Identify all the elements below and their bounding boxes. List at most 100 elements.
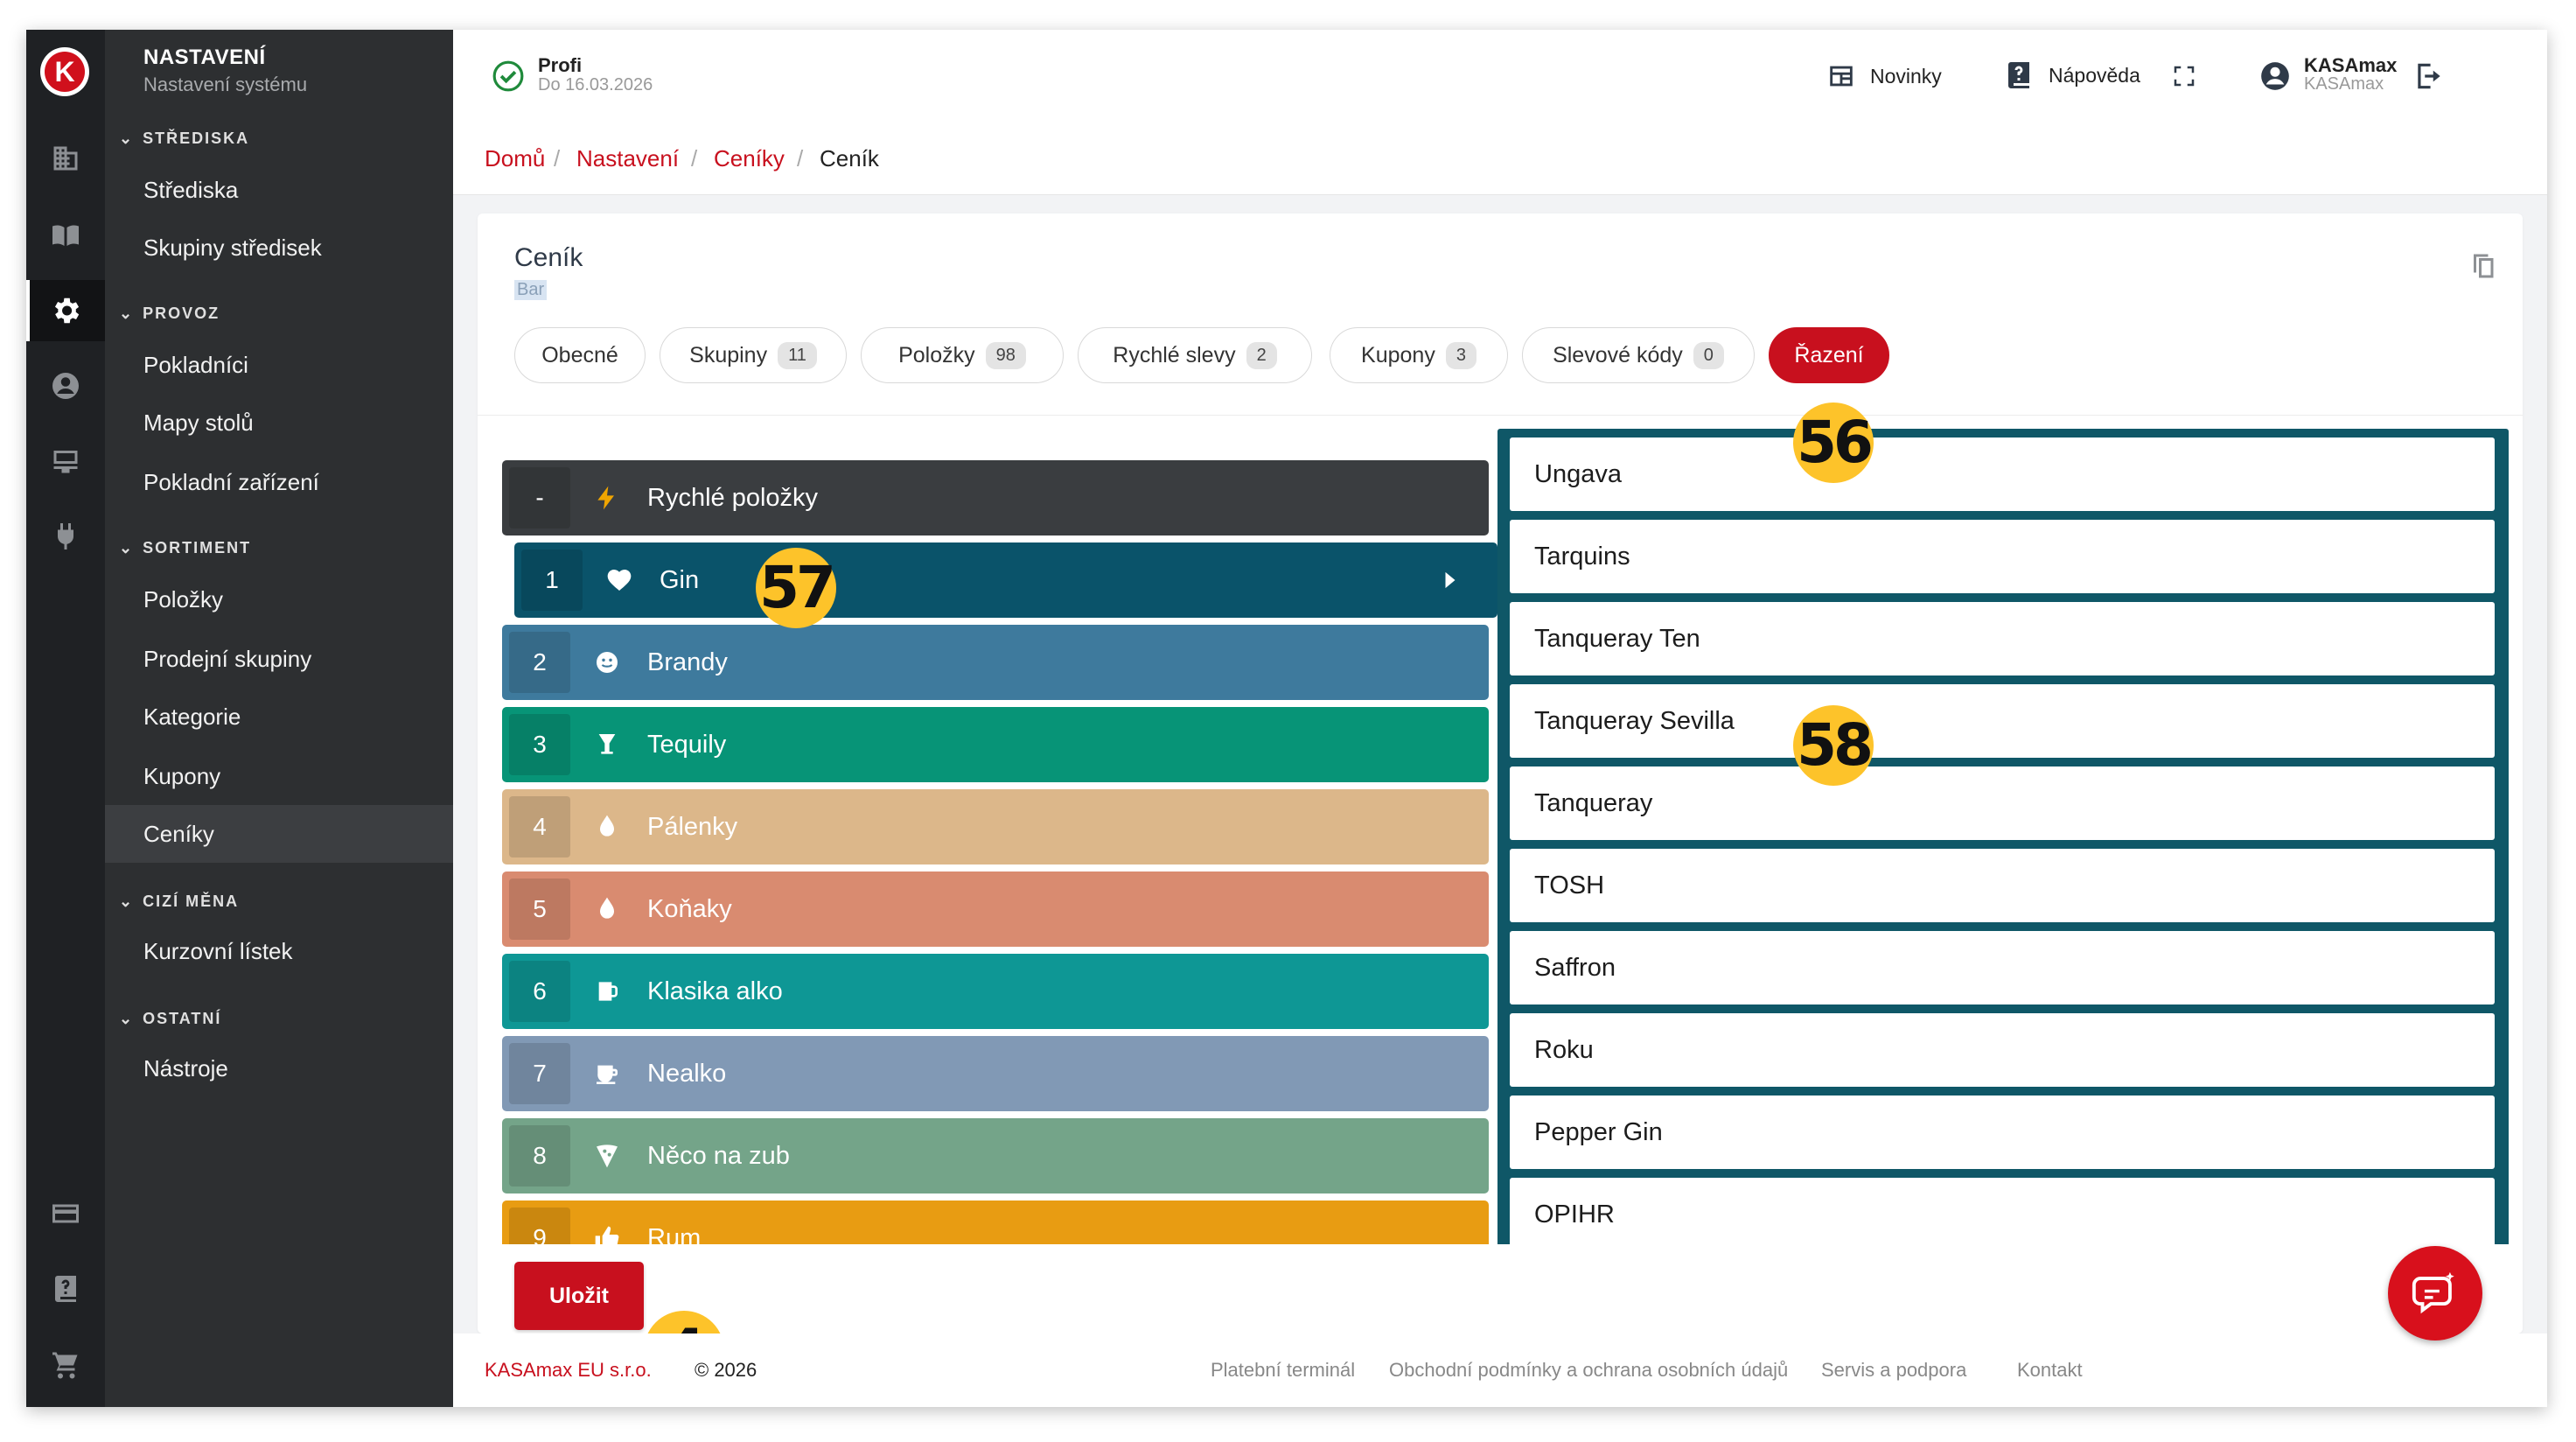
user-avatar-icon[interactable]	[2258, 60, 2292, 93]
rail-settings-icon[interactable]	[26, 280, 105, 341]
annotation-badge-tabs: 56	[1793, 402, 1874, 483]
drop-icon	[600, 815, 614, 836]
plan-valid: Do 16.03.2026	[538, 75, 653, 94]
pizza-slice-icon	[597, 1144, 618, 1168]
help-book-icon	[2008, 62, 2029, 88]
chat-button[interactable]	[2388, 1246, 2482, 1340]
group-row[interactable]: 3 Tequily	[502, 707, 1489, 782]
tab-kupony[interactable]: Kupony 3	[1330, 327, 1508, 383]
group-row[interactable]: 5 Koňaky	[502, 872, 1489, 947]
items-panel: Ungava Tarquins Tanqueray Ten Tanqueray …	[1497, 429, 2509, 1334]
section-cizi-mena[interactable]: ⌄ CIZÍ MĚNA	[119, 892, 240, 910]
item-row[interactable]: Ungava	[1510, 438, 2495, 511]
count-badge: 98	[985, 341, 1026, 369]
group-row[interactable]: 2 Brandy	[502, 625, 1489, 700]
sidebar-item-strediska[interactable]: Střediska	[143, 177, 239, 203]
pricelist-card: Ceník Bar Obecné Skupiny 11 Položky 98 Ryc…	[478, 214, 2523, 1334]
tab-rychle-slevy[interactable]: Rychlé slevy 2	[1078, 327, 1312, 383]
section-sortiment[interactable]: ⌄ SORTIMENT	[119, 539, 252, 556]
smile-icon	[597, 652, 618, 673]
sidebar-item-skupiny-stredisek[interactable]: Skupiny středisek	[143, 234, 322, 261]
footer-company-link[interactable]: KASAmax EU s.r.o.	[485, 1359, 652, 1381]
top-bar: Profi Do 16.03.2026 Novinky Nápověda KAS…	[453, 30, 2547, 125]
item-row[interactable]: TOSH	[1510, 849, 2495, 922]
chevron-down-icon: ⌄	[119, 539, 135, 556]
group-row[interactable]: 4 Pálenky	[502, 789, 1489, 864]
section-strediska[interactable]: ⌄ STŘEDISKA	[119, 130, 250, 147]
save-button[interactable]: Uložit	[514, 1262, 644, 1330]
chat-bubble-icon	[2412, 1271, 2454, 1314]
help-button[interactable]: Nápověda	[2003, 60, 2140, 91]
sidebar-title: NASTAVENÍ	[143, 46, 266, 69]
sidebar-item-nastroje[interactable]: Nástroje	[143, 1055, 228, 1082]
group-row-selected[interactable]: 1 Gin	[514, 542, 1497, 618]
section-ostatni[interactable]: ⌄ OSTATNÍ	[119, 1010, 222, 1027]
user-subname: KASAmax	[2304, 74, 2384, 94]
item-row[interactable]: Tanqueray	[1510, 766, 2495, 840]
sidebar-item-pokladni-zarizeni[interactable]: Pokladní zařízení	[143, 469, 319, 495]
action-bar: Uložit	[478, 1244, 2523, 1334]
annotation-badge-gin: 57	[756, 548, 836, 628]
tab-skupiny[interactable]: Skupiny 11	[660, 327, 847, 383]
footer-link-support[interactable]: Servis a podpora	[1821, 1359, 1967, 1381]
sidebar-item-kategorie[interactable]: Kategorie	[143, 704, 241, 730]
fullscreen-icon[interactable]	[2171, 63, 2197, 89]
chevron-down-icon: ⌄	[119, 304, 135, 322]
sidebar-item-pokladnici[interactable]: Pokladníci	[143, 352, 248, 378]
rail-help-book-icon[interactable]	[26, 1258, 105, 1320]
breadcrumb-pricelists[interactable]: Ceníky	[714, 145, 785, 172]
sidebar-item-kupony[interactable]: Kupony	[143, 763, 221, 789]
footer-link-terms[interactable]: Obchodní podmínky a ochrana osobních úda…	[1389, 1359, 1789, 1381]
sidebar-item-ceniky[interactable]: Ceníky	[105, 805, 453, 863]
item-row[interactable]: Pepper Gin	[1510, 1096, 2495, 1169]
page-subtitle: Bar	[514, 280, 548, 300]
sidebar-item-kurzovni-listek[interactable]: Kurzovní lístek	[143, 938, 293, 964]
item-row[interactable]: Tanqueray Sevilla	[1510, 684, 2495, 758]
sidebar-item-mapy-stolu[interactable]: Mapy stolů	[143, 410, 254, 436]
item-row[interactable]: Tarquins	[1510, 520, 2495, 593]
chevron-down-icon: ⌄	[119, 1010, 135, 1027]
item-row[interactable]: Saffron	[1510, 931, 2495, 1004]
tab-slevove-kody[interactable]: Slevové kódy 0	[1522, 327, 1755, 383]
item-row[interactable]: Roku	[1510, 1013, 2495, 1087]
group-row[interactable]: 6 Klasika alko	[502, 954, 1489, 1029]
tab-razeni[interactable]: Řazení	[1769, 327, 1889, 383]
footer-link-terminal[interactable]: Platební terminál	[1211, 1359, 1356, 1381]
news-button[interactable]: Novinky	[1826, 61, 1942, 91]
rail-register-icon[interactable]	[26, 430, 105, 492]
breadcrumb-home[interactable]: Domů	[485, 145, 546, 172]
rail-plug-icon[interactable]	[26, 506, 105, 567]
cocktail-glass-icon	[598, 734, 616, 754]
sidebar-item-polozky[interactable]: Položky	[143, 586, 224, 612]
section-provoz[interactable]: ⌄ PROVOZ	[119, 304, 220, 322]
copy-icon[interactable]	[2468, 250, 2500, 282]
icon-rail: K	[26, 30, 105, 1407]
divider	[478, 415, 2523, 416]
tab-polozky[interactable]: Položky 98	[861, 327, 1064, 383]
group-row[interactable]: 8 Něco na zub	[502, 1118, 1489, 1194]
rail-book-icon[interactable]	[26, 205, 105, 266]
beer-mug-icon	[598, 982, 618, 1001]
chevron-down-icon: ⌄	[119, 892, 135, 910]
rail-cart-icon[interactable]	[26, 1334, 105, 1395]
plan-name: Profi	[538, 54, 583, 76]
group-row[interactable]: - Rychlé položky	[502, 460, 1489, 536]
settings-sidebar: NASTAVENÍ Nastavení systému ⌄ STŘEDISKA S…	[105, 30, 453, 1407]
group-row[interactable]: 7 Nealko	[502, 1036, 1489, 1111]
kasamax-logo[interactable]: K	[40, 47, 89, 96]
page-title: Ceník	[514, 243, 583, 272]
sidebar-item-prodejni-skupiny[interactable]: Prodejní skupiny	[143, 646, 312, 672]
rail-centers-icon[interactable]	[26, 128, 105, 189]
item-row[interactable]: OPIHR	[1510, 1178, 2495, 1251]
caret-right-icon	[1445, 571, 1456, 589]
tab-obecne[interactable]: Obecné	[514, 327, 646, 383]
annotation-badge-items: 58	[1793, 705, 1874, 786]
footer-link-contact[interactable]: Kontakt	[2017, 1359, 2083, 1381]
rail-card-icon[interactable]	[26, 1183, 105, 1244]
item-row[interactable]: Tanqueray Ten	[1510, 602, 2495, 676]
rail-user-icon[interactable]	[26, 355, 105, 416]
cup-icon	[597, 1065, 618, 1084]
logout-icon[interactable]	[2412, 60, 2446, 93]
breadcrumb-settings[interactable]: Nastavení	[576, 145, 680, 172]
breadcrumb: Domů / Nastavení / Ceníky / Ceník	[453, 124, 2547, 195]
